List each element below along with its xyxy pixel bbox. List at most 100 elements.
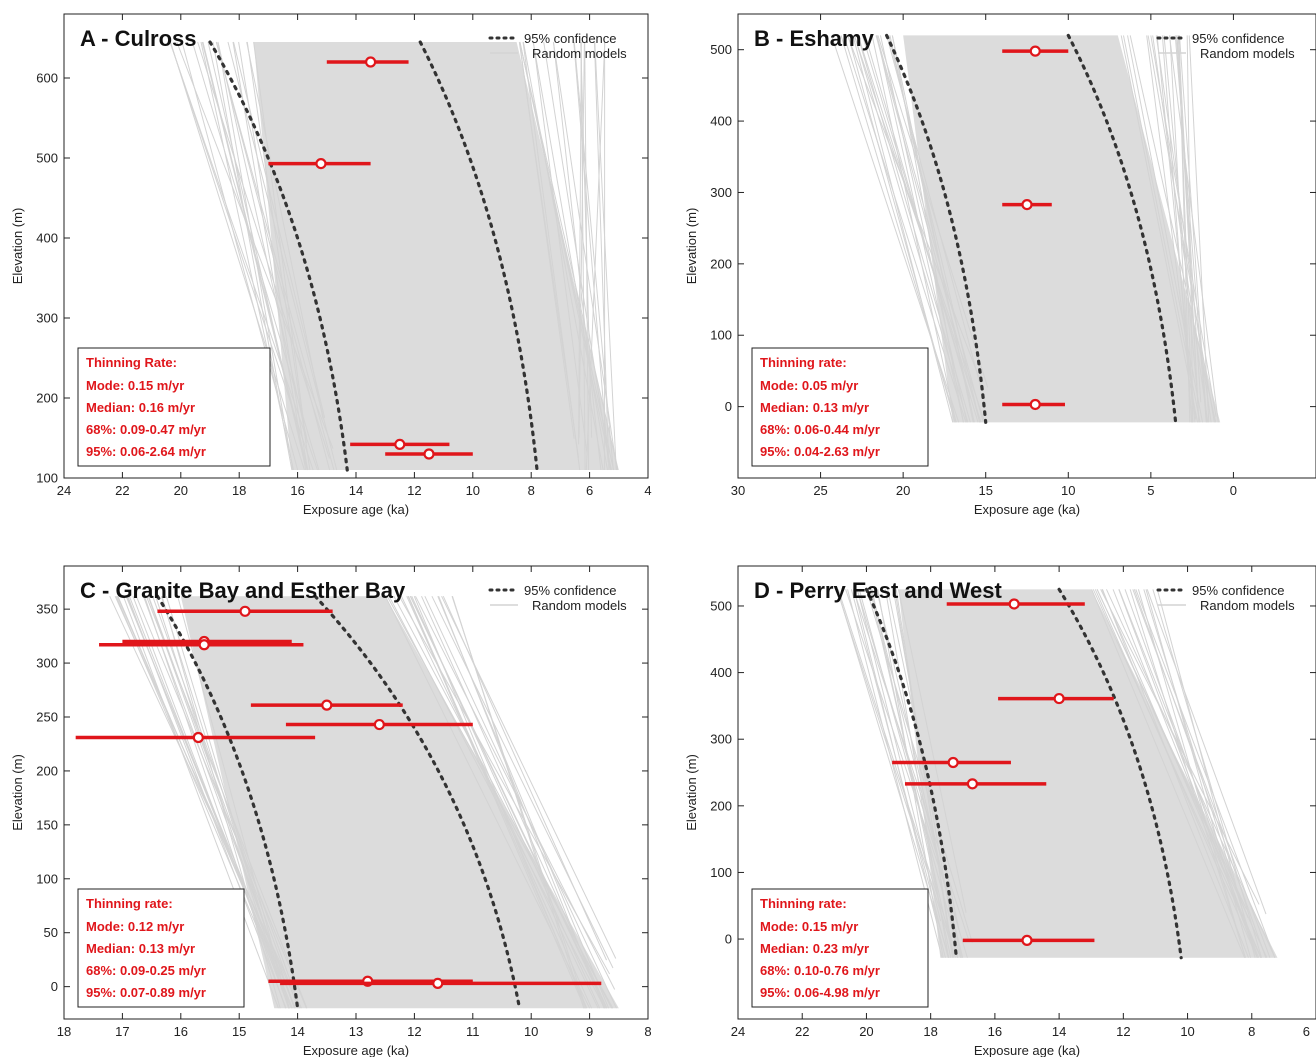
y-tick-label: 100 (710, 328, 732, 343)
x-tick-label: 17 (115, 1024, 129, 1039)
random-model-line (1145, 589, 1252, 958)
x-axis-label: Exposure age (ka) (303, 1043, 409, 1057)
random-model-line (1147, 35, 1215, 423)
data-point (321, 699, 333, 711)
random-model-line (543, 41, 611, 471)
random-model-line (837, 589, 958, 958)
random-model-line (132, 596, 290, 1009)
info-heading: Thinning rate: (760, 896, 847, 911)
y-tick-label: 200 (36, 391, 58, 406)
data-point (1029, 45, 1041, 57)
random-model-line (858, 589, 962, 958)
data-point (315, 158, 327, 170)
random-model-line (522, 41, 604, 471)
info-line-68: 68%: 0.09-0.25 m/yr (86, 963, 206, 978)
random-model-line (1146, 589, 1267, 915)
random-model-line (1178, 35, 1208, 423)
x-tick-label: 11 (466, 1024, 480, 1039)
random-model-line (1161, 35, 1193, 423)
y-tick-label: 100 (710, 865, 732, 880)
y-tick-label: 0 (725, 932, 732, 947)
info-heading: Thinning Rate: (86, 355, 177, 370)
legend: 95% confidence Random models (1156, 583, 1295, 613)
random-model-line (836, 589, 956, 958)
random-model-line (253, 41, 307, 444)
x-tick-label: 20 (896, 483, 910, 498)
random-model-line (176, 41, 334, 449)
y-tick-label: 200 (36, 763, 58, 778)
y-tick-label: 400 (36, 231, 58, 246)
confidence-curve-younger (1057, 587, 1183, 960)
info-line-median: Median: 0.23 m/yr (760, 941, 869, 956)
x-axis-label: Exposure age (ka) (974, 502, 1080, 517)
random-model-line (201, 41, 308, 471)
x-tick-label: 6 (1303, 1024, 1310, 1039)
x-tick-label: 14 (349, 483, 363, 498)
x-tick-label: 15 (232, 1024, 246, 1039)
data-point (365, 56, 377, 68)
random-model-line (1091, 589, 1245, 958)
y-tick-label: 350 (36, 602, 58, 617)
random-model-line (408, 596, 588, 1009)
y-tick-label: 250 (36, 710, 58, 725)
random-model-line (897, 589, 967, 913)
data-point (198, 639, 210, 651)
panel-c: 18 17 16 15 14 13 12 11 10 9 8 0 50 100 150 200 250 300 35… (10, 565, 652, 1057)
random-model-line (892, 589, 959, 958)
y-axis-label: Elevation (m) (684, 754, 699, 831)
random-model-line (853, 35, 986, 423)
confidence-curve-older (155, 594, 300, 1010)
y-tick-label: 300 (710, 185, 732, 200)
x-tick-label: 18 (232, 483, 246, 498)
x-tick-label: 20 (174, 483, 188, 498)
legend: 95% confidence Random models (488, 31, 627, 61)
thinning-rate-box: Thinning rate: Mode: 0.15 m/yr Median: 0… (751, 888, 929, 1008)
y-axis-label: Elevation (m) (684, 208, 699, 285)
random-model-line (1186, 35, 1194, 423)
random-model-line (398, 595, 611, 975)
y-tick-label: 500 (710, 42, 732, 57)
x-axis-label: Exposure age (ka) (303, 502, 409, 517)
panel-d: 24 22 20 18 16 14 12 10 8 6 0 100 200 300 400 500 D - P… (684, 565, 1316, 1057)
random-model-line (846, 35, 980, 378)
random-model-line (232, 41, 307, 471)
x-tick-label: 10 (1061, 483, 1075, 498)
plot-frame (737, 565, 1316, 1020)
random-model-line (246, 41, 311, 471)
data-point (432, 977, 444, 990)
legend-label-confidence: 95% confidence (524, 583, 617, 598)
y-tick-label: 600 (36, 71, 58, 86)
y-tick-label: 300 (36, 656, 58, 671)
x-tick-label: 13 (349, 1024, 363, 1039)
info-line-mode: Mode: 0.12 m/yr (86, 919, 184, 934)
x-tick-label: 12 (1116, 1024, 1130, 1039)
random-model-line (594, 41, 617, 471)
y-axis-label: Elevation (m) (10, 754, 25, 831)
info-line-median: Median: 0.16 m/yr (86, 400, 195, 415)
random-model-line (409, 595, 606, 1009)
random-model-line (406, 595, 593, 1009)
x-tick-label: 14 (1052, 1024, 1066, 1039)
random-model-line (386, 595, 614, 1009)
random-model-line (532, 41, 588, 454)
random-model-line (1129, 589, 1246, 958)
legend: 95% confidence Random models (488, 583, 627, 613)
random-model-line (1135, 589, 1276, 958)
random-model-line (1169, 35, 1192, 423)
random-model-line (148, 596, 299, 1009)
random-model-line (170, 41, 305, 471)
y-tick-label: 200 (710, 798, 732, 813)
model-envelope (903, 35, 1221, 423)
random-model-line (573, 41, 609, 463)
confidence-curve-younger (313, 594, 522, 1010)
x-tick-label: 20 (859, 1024, 873, 1039)
data-point (1021, 198, 1033, 211)
y-axis-label: Elevation (m) (10, 208, 25, 285)
random-model-line (217, 41, 294, 471)
info-line-68: 68%: 0.10-0.76 m/yr (760, 963, 880, 978)
random-model-line (1177, 35, 1200, 423)
x-tick-label: 9 (586, 1024, 593, 1039)
random-model-line (578, 41, 585, 439)
y-tick-label: 300 (36, 311, 58, 326)
